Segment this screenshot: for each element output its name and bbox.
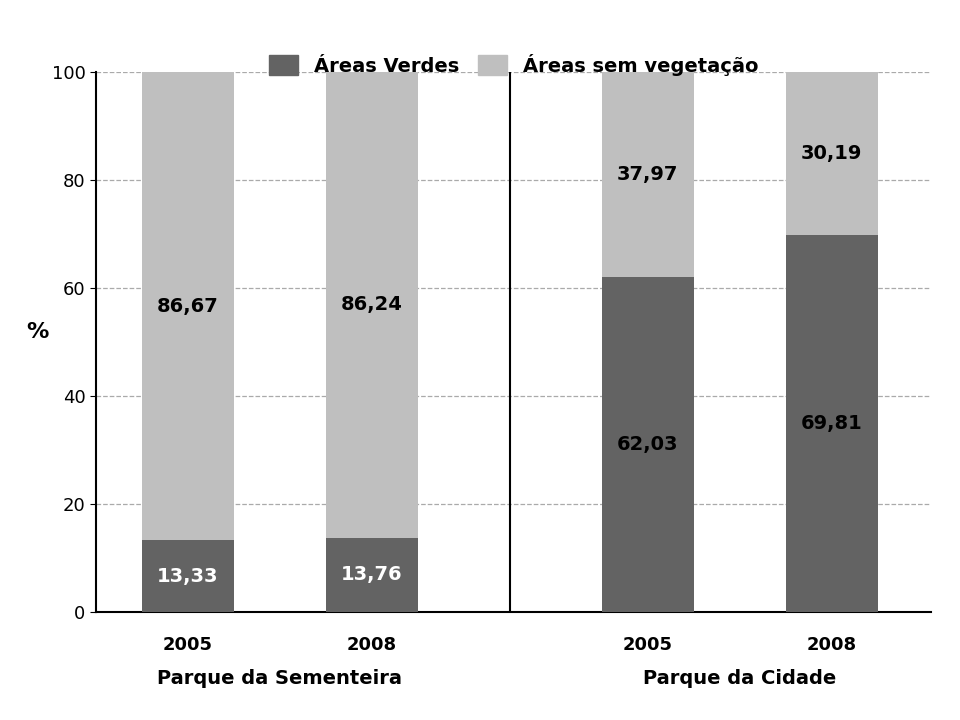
Text: Parque da Cidade: Parque da Cidade [643,669,836,688]
Text: 30,19: 30,19 [801,144,862,163]
Text: 62,03: 62,03 [617,435,679,454]
Text: 37,97: 37,97 [617,165,679,184]
Bar [602,72,694,277]
Bar [325,72,418,538]
Text: 13,33: 13,33 [157,567,219,585]
Text: 86,24: 86,24 [341,295,403,315]
Text: Parque da Sementeira: Parque da Sementeira [157,669,402,688]
Bar [785,72,877,235]
Text: 2005: 2005 [623,636,673,654]
Text: 86,67: 86,67 [157,297,219,315]
Bar [325,538,418,612]
Text: 2008: 2008 [806,636,856,654]
Y-axis label: %: % [27,322,49,342]
Text: 2008: 2008 [347,636,396,654]
Bar [602,277,694,612]
Legend: Áreas Verdes, Áreas sem vegetação: Áreas Verdes, Áreas sem vegetação [259,44,768,86]
Text: 69,81: 69,81 [801,414,862,433]
Bar [142,72,234,540]
Bar [785,235,877,612]
Text: 13,76: 13,76 [341,565,402,585]
Text: 2005: 2005 [163,636,213,654]
Bar [142,540,234,612]
